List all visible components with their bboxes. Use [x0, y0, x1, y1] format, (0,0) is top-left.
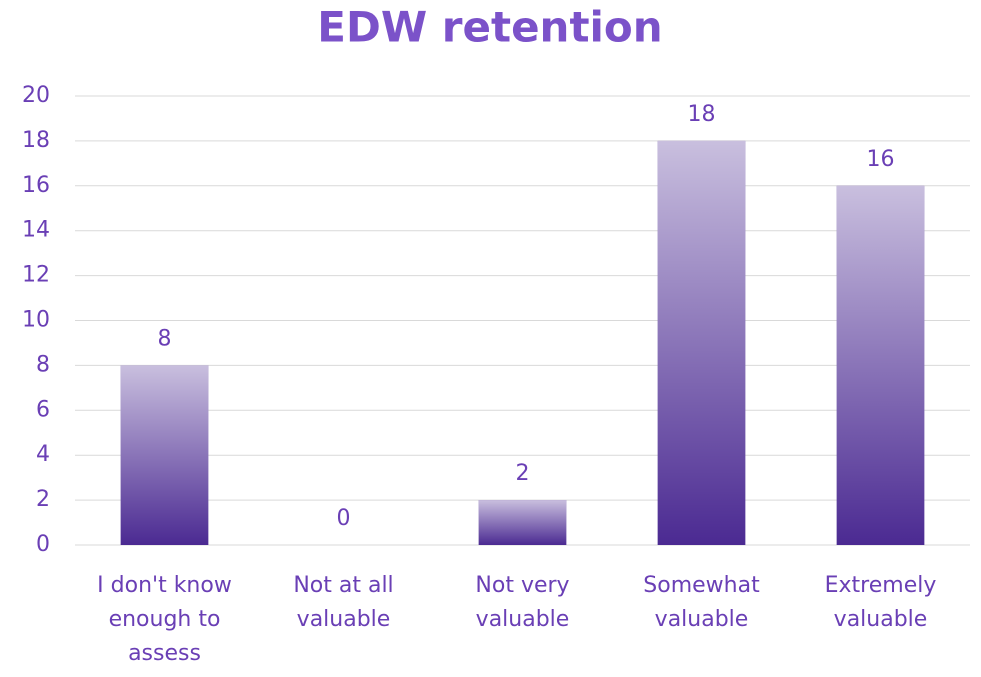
x-tick-label: Extremely valuable	[824, 573, 937, 632]
bar	[657, 140, 746, 545]
chart-title: EDW retention	[317, 3, 662, 52]
value-label: 8	[158, 326, 172, 351]
y-tick-label: 0	[36, 532, 50, 557]
value-label: 16	[867, 147, 895, 172]
bar	[478, 500, 567, 545]
value-label: 2	[516, 461, 530, 486]
x-tick-label: I don't know enough to assess	[97, 573, 232, 666]
y-tick-label: 8	[36, 352, 50, 377]
value-label: 0	[337, 506, 351, 531]
y-tick-label: 14	[22, 218, 50, 243]
y-tick-label: 12	[22, 263, 50, 288]
x-tick-label: Somewhat valuable	[643, 573, 760, 632]
y-tick-label: 18	[22, 128, 50, 153]
y-tick-label: 10	[22, 308, 50, 333]
value-label: 18	[688, 102, 716, 127]
y-tick-label: 4	[36, 442, 50, 467]
x-tick-label: Not at all valuable	[293, 573, 394, 632]
y-tick-label: 2	[36, 487, 50, 512]
y-tick-label: 6	[36, 397, 50, 422]
y-tick-label: 20	[22, 83, 50, 108]
bar	[120, 365, 209, 545]
bar	[836, 185, 925, 546]
y-tick-label: 16	[22, 173, 50, 198]
x-tick-label: Not very valuable	[475, 573, 570, 632]
